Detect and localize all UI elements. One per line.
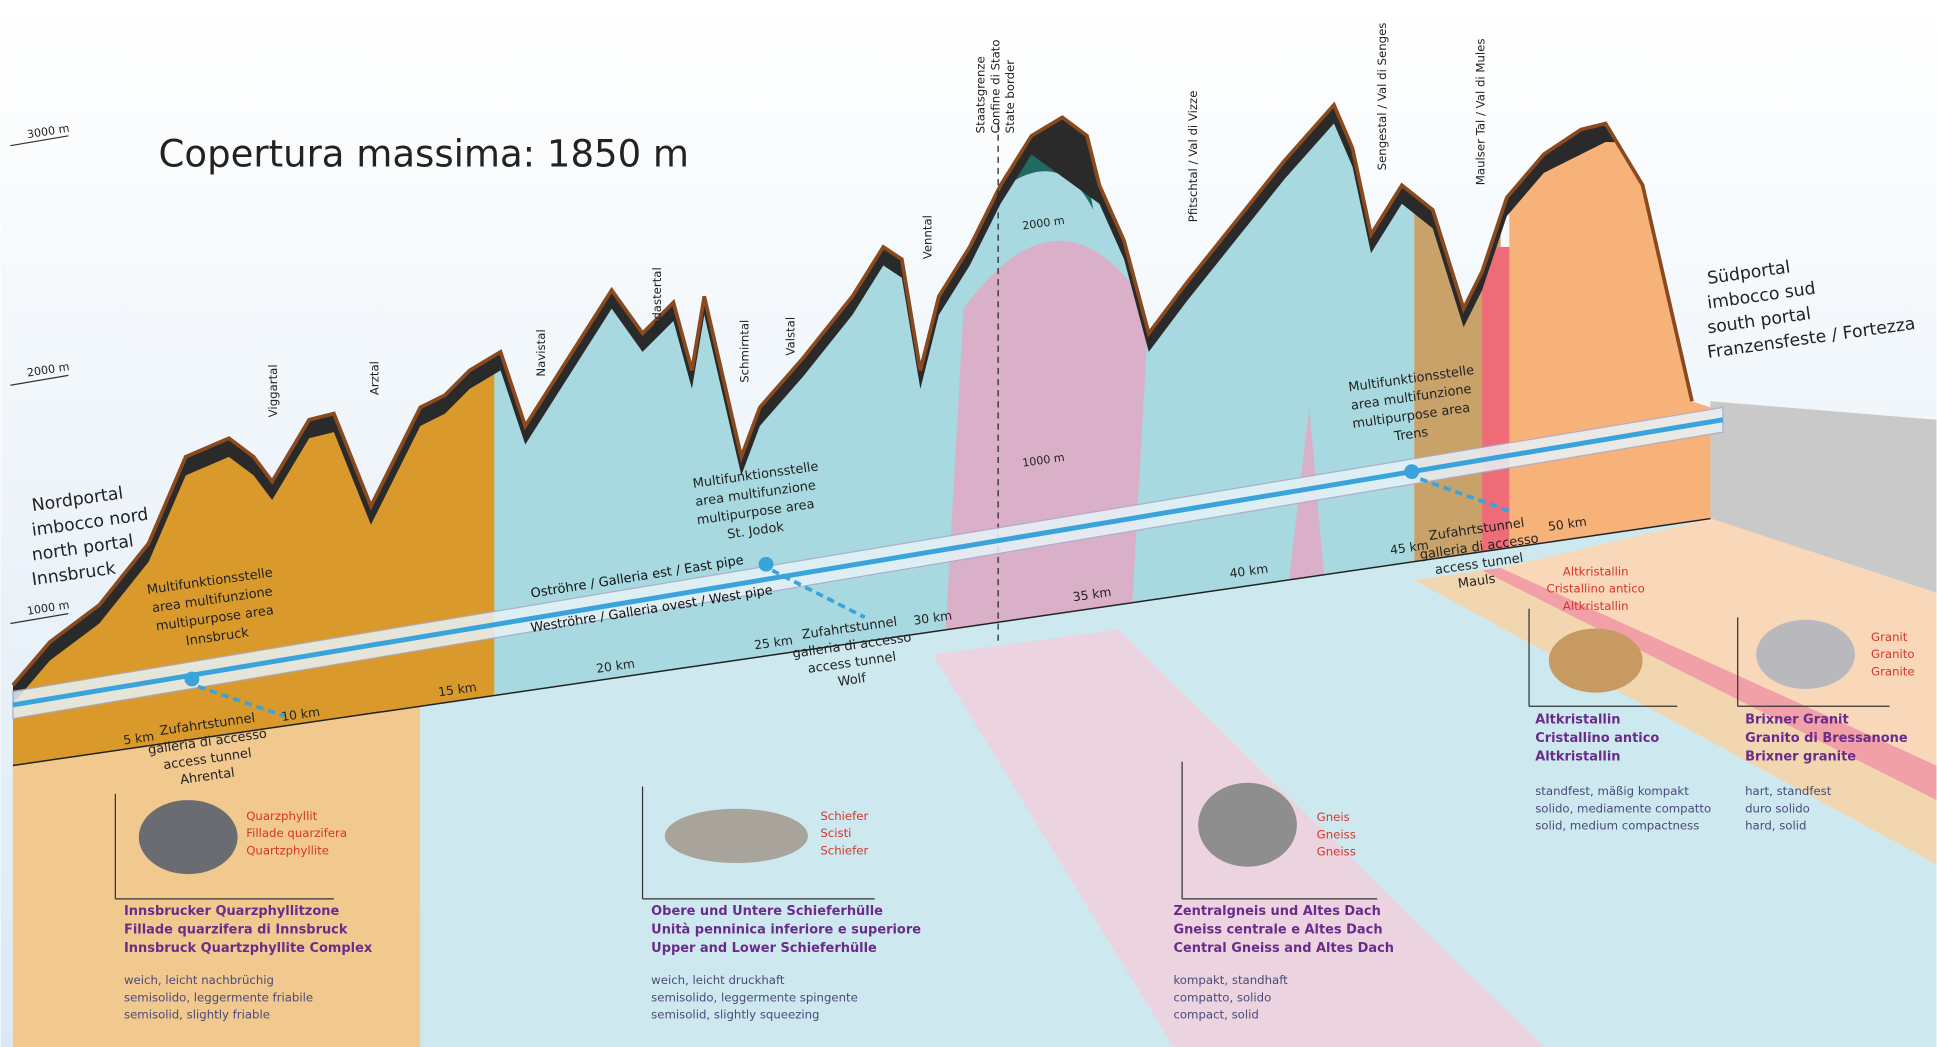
rock-name: Gneis [1317,810,1350,824]
rock-name: Schiefer [820,843,868,857]
multipurpose-marker [759,557,774,572]
valley-label: Padastertal [650,267,664,333]
property: duro solido [1745,801,1810,815]
title: Copertura massima: 1850 m [159,133,689,176]
rock-sample [139,800,238,874]
property: semisolid, slightly friable [124,1008,270,1022]
valley-label: Viggartal [266,364,280,417]
property: compact, solid [1173,1008,1258,1022]
rock-name: Quartzphyllite [246,843,329,857]
rock-name: Granite [1871,664,1915,678]
rock-sample [1549,628,1643,692]
valley-label: Valstal [783,317,797,356]
valley-label: Schmirntal [738,320,752,383]
rock-name: Quarzphyllit [246,809,317,823]
rock-sample [1756,620,1855,689]
valley-label: Sengestal / Val di Senges [1375,23,1389,171]
property: compatto, solido [1173,990,1271,1004]
property: kompakt, standhaft [1173,973,1288,987]
formation: Upper and Lower Schieferhülle [651,941,877,956]
property: solid, medium compactness [1535,819,1699,833]
rock-sample [1198,783,1297,867]
rock-name: Schiefer [820,809,868,823]
rock-name: Altkristallin [1563,564,1629,578]
property: hard, solid [1745,819,1806,833]
border-label: Staatsgrenze [974,56,988,133]
property: semisolido, leggermente friabile [124,990,313,1004]
page: { "title": "Copertura massima: 1850 m", … [0,0,1937,1047]
property: semisolido, leggermente spingente [651,990,858,1004]
formation: Fillade quarzifera di Innsbruck [124,922,348,937]
property: weich, leicht nachbrüchig [124,973,274,987]
valley-label: Maulser Tal / Val di Mules [1474,39,1488,186]
rock-name: Gneiss [1317,827,1356,841]
multipurpose-marker [1404,464,1419,479]
formation: Gneiss centrale e Altes Dach [1173,922,1382,937]
formation: Cristallino antico [1535,731,1659,746]
geological-profile: 3000 m 2000 m 1000 m 2000 m 1000 m Coper… [0,0,1937,1047]
formation: Granito di Bressanone [1745,731,1908,746]
rock-name: Fillade quarzifera [246,826,347,840]
formation: Brixner Granit [1745,713,1849,728]
rock-name: Scisti [820,826,851,840]
property: semisolid, slightly squeezing [651,1008,819,1022]
rock-name: Granito [1871,647,1915,661]
border-label: State border [1003,60,1017,134]
formation: Central Gneiss and Altes Dach [1173,941,1394,956]
formation: Zentralgneis und Altes Dach [1173,904,1380,919]
rock-name: Granit [1871,630,1908,644]
valley-label: Pfitschtal / Val di Vizze [1186,91,1200,223]
property: standfest, mäßig kompakt [1535,784,1689,798]
rock-sample [665,809,808,863]
formation: Unità penninica inferiore e superiore [651,922,921,937]
rock-name: Gneiss [1317,845,1356,859]
valley-label: Arztal [367,361,381,395]
border-label: Confine di Stato [988,39,1002,133]
property: weich, leicht druckhaft [651,973,785,987]
formation: Innsbrucker Quarzphyllitzone [124,904,339,919]
rock-name: Altkristallin [1563,599,1629,613]
valley-label: Navistal [534,329,548,376]
formation: Obere und Untere Schieferhülle [651,904,883,919]
rock-name: Cristallino antico [1547,582,1645,596]
multipurpose-marker [184,672,199,687]
property: solido, mediamente compatto [1535,801,1711,815]
formation: Brixner granite [1745,750,1856,765]
formation: Innsbruck Quartzphyllite Complex [124,941,373,956]
valley-label: Venntal [920,215,934,259]
formation: Altkristallin [1535,750,1620,765]
property: hart, standfest [1745,784,1832,798]
formation: Altkristallin [1535,713,1620,728]
